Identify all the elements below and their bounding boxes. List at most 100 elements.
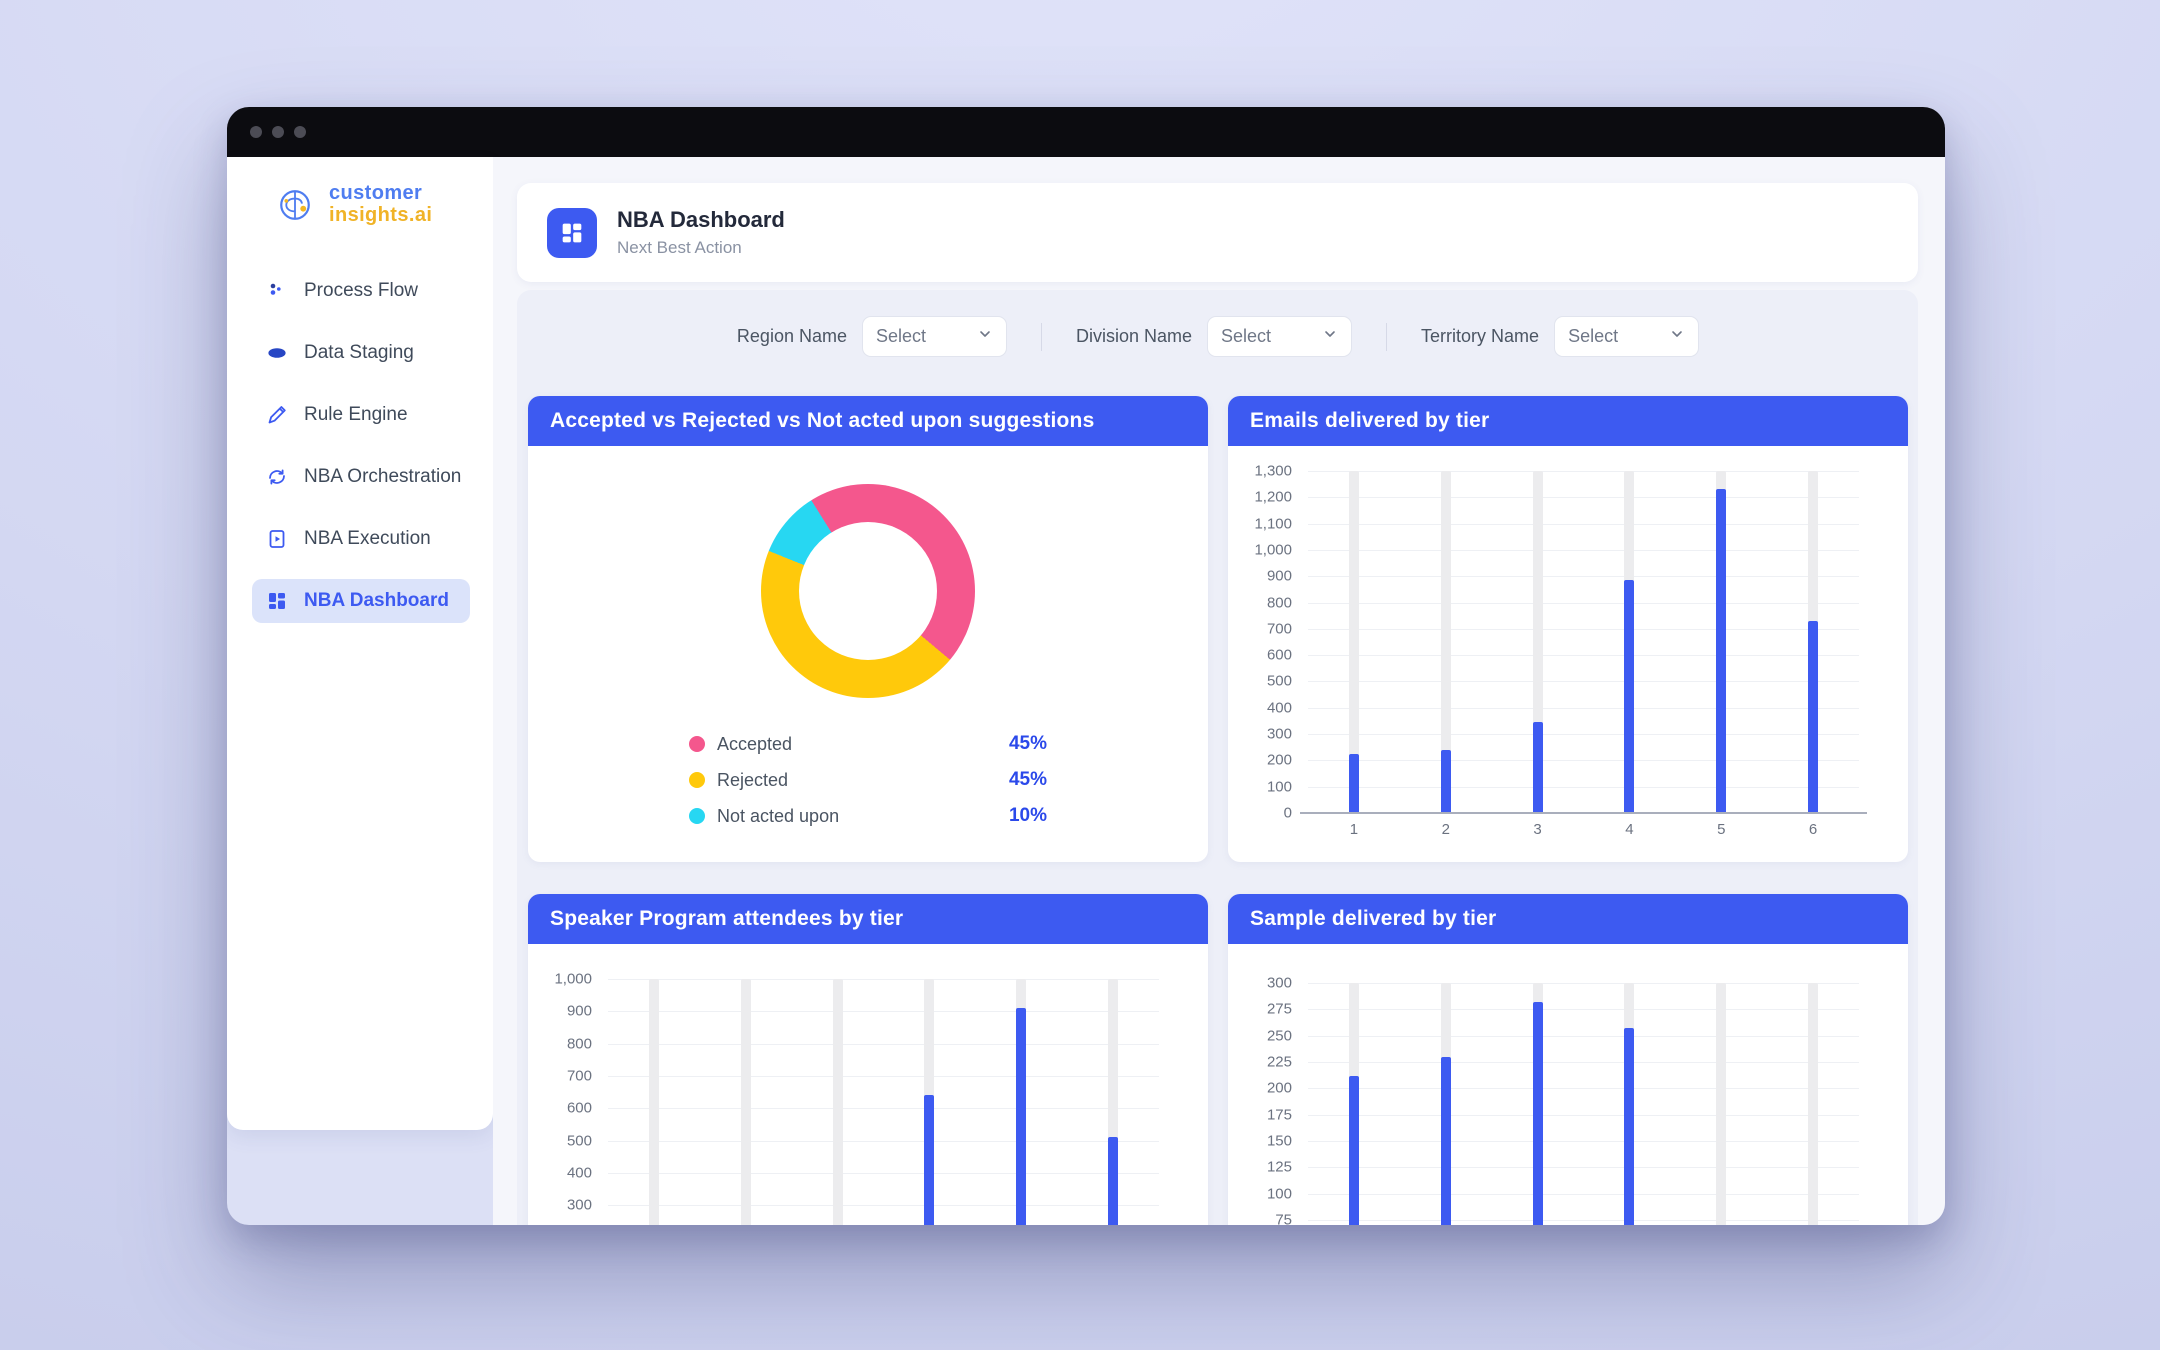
sidebar-menu: Process Flow Data Staging <box>227 269 493 623</box>
y-axis-tick-label: 1,200 <box>1254 488 1292 506</box>
legend-label: Not acted upon <box>717 805 840 826</box>
bar-tier-2 <box>1440 749 1451 813</box>
gridline <box>608 1140 1159 1142</box>
gridline <box>1308 760 1859 762</box>
region-select-value: Select <box>875 326 927 346</box>
filter-region: Region Name Select <box>737 316 1007 357</box>
dashboard-panel: Region Name Select Division Name <box>517 290 1918 1225</box>
sidebar: customer insights.ai Process Flow <box>227 157 493 1130</box>
sidebar-item-nba-dashboard[interactable]: NBA Dashboard <box>252 579 470 623</box>
y-axis-tick-label: 275 <box>1266 1000 1292 1018</box>
territory-select[interactable]: Select <box>1554 316 1700 357</box>
y-axis-tick-label: 400 <box>1266 699 1292 717</box>
y-axis-tick-label: 200 <box>1266 1079 1292 1097</box>
nba-execution-icon <box>264 526 290 552</box>
emails-bar-chart: 1,300 1,200 1,100 1,000 900 800 700 600 500 400 30… <box>1228 446 1908 862</box>
legend-color-dot <box>689 808 705 824</box>
x-axis-tick-label: 3 <box>1533 821 1542 838</box>
division-select[interactable]: Select <box>1207 316 1353 357</box>
gridline <box>1308 628 1859 630</box>
bar-track <box>832 979 843 1225</box>
card-sample-by-tier: Sample delivered by tier 300 275 250 225 200… <box>1228 894 1908 1225</box>
x-axis-tick-label: 1 <box>1349 821 1359 838</box>
gridline <box>1308 471 1859 472</box>
dashboard-grid-icon <box>547 207 597 258</box>
gridline <box>1308 523 1859 525</box>
gridline <box>1308 576 1859 578</box>
filter-label: Territory Name <box>1421 326 1540 346</box>
y-axis-tick-label: 300 <box>1266 725 1292 743</box>
sidebar-item-nba-orchestration[interactable]: NBA Orchestration <box>252 455 470 499</box>
sidebar-item-label: NBA Dashboard <box>304 590 449 611</box>
gridline <box>1308 707 1859 709</box>
sidebar-item-label: Data Staging <box>304 342 414 363</box>
chart-title: Speaker Program attendees by tier <box>528 894 1208 944</box>
logo-brain-icon <box>273 183 317 227</box>
gridline <box>1308 983 1859 984</box>
sidebar-item-process-flow[interactable]: Process Flow <box>252 269 470 313</box>
chevron-down-icon <box>1669 326 1685 347</box>
gridline <box>1308 786 1859 788</box>
window-titlebar <box>227 107 1945 157</box>
bar-track <box>1532 471 1543 813</box>
sample-bar-chart: 300 275 250 225 200 175 150 125 100 75 <box>1228 944 1908 1225</box>
y-axis-tick-label: 500 <box>566 1132 592 1149</box>
gridline <box>1308 497 1859 499</box>
y-axis-tick-label: 600 <box>1266 646 1292 664</box>
x-axis-line <box>1300 812 1867 814</box>
logo-text-insights: insights.ai <box>329 204 433 226</box>
y-axis-tick-label: 175 <box>1266 1106 1292 1124</box>
y-axis-tick-label: 500 <box>1266 672 1292 690</box>
y-axis-tick-label: 900 <box>566 1002 592 1020</box>
bar-track <box>1348 471 1359 813</box>
sidebar-column: customer insights.ai Process Flow <box>227 157 493 1225</box>
division-select-value: Select <box>1221 326 1272 346</box>
y-axis-tick-label: 100 <box>1266 778 1292 796</box>
bar-tier-1 <box>1348 753 1359 813</box>
bar-track <box>1108 979 1119 1225</box>
nba-orchestration-icon <box>264 464 290 490</box>
card-suggestions-donut: Accepted vs Rejected vs Not acted upon s… <box>528 396 1208 862</box>
gridline <box>608 1108 1159 1110</box>
region-select[interactable]: Select <box>861 316 1007 357</box>
window-control-dot-3[interactable] <box>294 126 306 138</box>
bar-tier-1 <box>1348 1075 1359 1225</box>
y-axis-tick-label: 150 <box>1266 1132 1292 1150</box>
legend-item: Rejected 45% <box>689 762 1047 798</box>
sidebar-item-label: Rule Engine <box>304 404 408 425</box>
app-window: customer insights.ai Process Flow <box>227 107 1945 1225</box>
y-axis-tick-label: 300 <box>566 1196 592 1214</box>
gridline <box>608 1172 1159 1174</box>
bar-tier-6 <box>1808 620 1819 813</box>
legend-value: 10% <box>1008 805 1047 826</box>
main-content: NBA Dashboard Next Best Action Region Na… <box>493 157 1945 1225</box>
chevron-down-icon <box>977 326 993 347</box>
page-title: NBA Dashboard <box>617 207 785 232</box>
window-control-dot-1[interactable] <box>250 126 262 138</box>
bar-tier-3 <box>1532 1001 1543 1225</box>
y-axis-tick-label: 300 <box>1266 974 1292 992</box>
x-axis-tick-label: 2 <box>1441 821 1450 838</box>
gridline <box>1308 549 1859 551</box>
donut-ring <box>761 484 975 698</box>
bar-plot: 300 275 250 225 200 175 150 125 100 75 <box>1267 976 1859 1225</box>
bar-tier-5 <box>1016 1008 1027 1225</box>
bar-tier-5 <box>1716 489 1727 813</box>
sidebar-item-data-staging[interactable]: Data Staging <box>252 331 470 375</box>
bar-track <box>1808 983 1819 1225</box>
bar-tier-6 <box>1108 1137 1119 1225</box>
y-axis-tick-label: 1,000 <box>1254 541 1292 559</box>
y-axis-tick-label: 400 <box>566 1164 592 1182</box>
gridline <box>1308 602 1859 604</box>
y-axis-tick-label: 700 <box>566 1067 592 1085</box>
sidebar-item-nba-execution[interactable]: NBA Execution <box>252 517 470 561</box>
chart-title: Sample delivered by tier <box>1228 894 1908 944</box>
sidebar-item-rule-engine[interactable]: Rule Engine <box>252 393 470 437</box>
window-control-dot-2[interactable] <box>272 126 284 138</box>
bar-tier-4 <box>924 1095 935 1225</box>
y-axis-tick-label: 600 <box>566 1099 592 1117</box>
filter-division: Division Name Select <box>1076 316 1353 357</box>
gridline <box>608 1043 1159 1045</box>
chevron-down-icon <box>1322 326 1338 347</box>
donut-legend: Accepted 45% Rejected 45% Not acted upon 10% <box>689 726 1047 834</box>
